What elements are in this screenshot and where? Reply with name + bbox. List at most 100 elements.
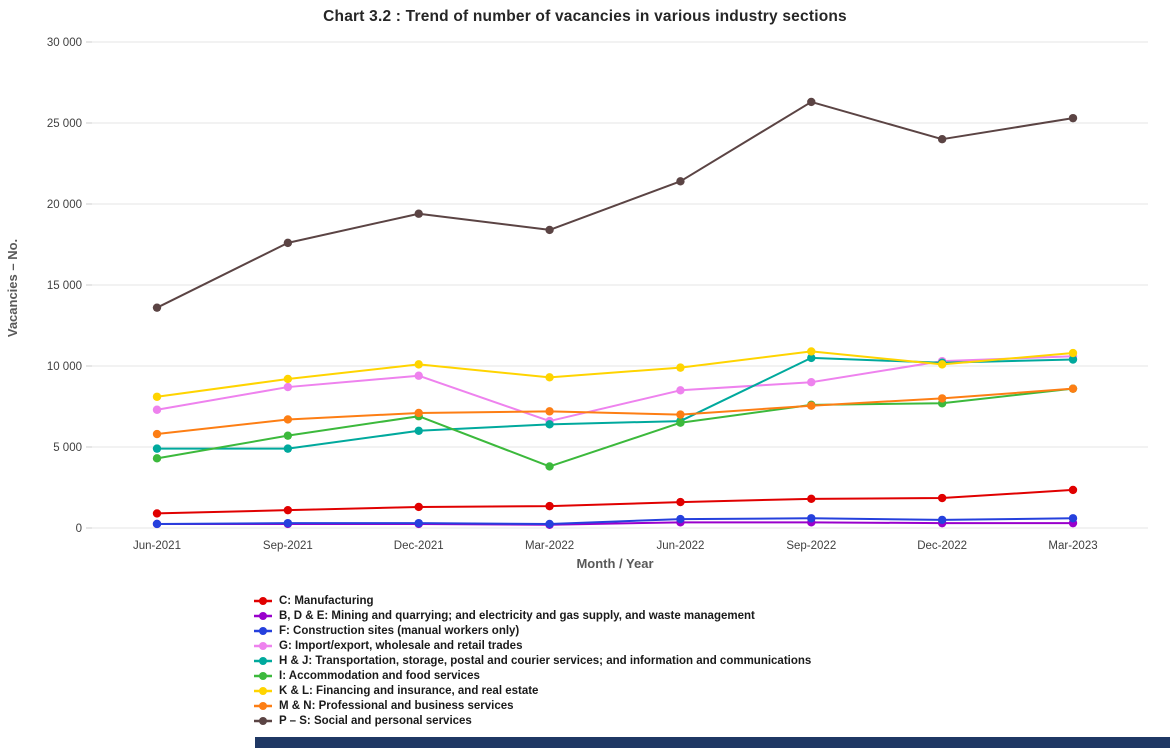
legend-item: C: Manufacturing <box>253 593 811 608</box>
data-point <box>283 505 293 515</box>
legend-marker-icon <box>254 611 272 620</box>
legend-item: I: Accommodation and food services <box>253 668 811 683</box>
data-point <box>283 382 293 392</box>
x-tick-label: Mar-2023 <box>1048 540 1097 552</box>
legend-label: K & L: Financing and insurance, and real… <box>279 684 539 697</box>
data-point <box>676 410 685 419</box>
x-tick-label: Sep-2021 <box>263 540 313 552</box>
legend-marker-icon <box>254 626 272 635</box>
series-line <box>156 100 1074 309</box>
chart-legend: C: Manufacturing B, D & E: Mining and qua… <box>253 593 811 728</box>
data-point <box>1068 485 1078 495</box>
legend-marker-icon <box>254 686 272 695</box>
data-point <box>545 407 554 416</box>
data-point <box>807 353 816 363</box>
data-point <box>676 177 685 186</box>
data-point <box>545 225 554 235</box>
legend-marker-icon <box>254 656 272 665</box>
data-point <box>414 426 423 435</box>
legend-label: G: Import/export, wholesale and retail t… <box>279 639 523 652</box>
x-tick-label: Dec-2022 <box>917 540 967 552</box>
x-tick-label: Mar-2022 <box>525 540 574 552</box>
data-point <box>152 405 162 414</box>
legend-item: M & N: Professional and business service… <box>253 698 811 713</box>
data-point <box>937 135 947 144</box>
data-point <box>414 518 423 528</box>
data-point <box>545 462 554 471</box>
legend-marker-icon <box>254 596 272 605</box>
y-tick-label: 15 000 <box>47 280 82 292</box>
legend-item: P – S: Social and personal services <box>253 713 811 728</box>
y-axis-title: Vacancies – No. <box>5 239 20 337</box>
data-point <box>1068 514 1078 523</box>
data-point <box>152 519 162 529</box>
data-point <box>1068 348 1078 358</box>
series-line <box>156 387 1074 436</box>
legend-item: H & J: Transportation, storage, postal a… <box>253 653 811 668</box>
y-tick-label: 20 000 <box>47 199 82 211</box>
legend-item: F: Construction sites (manual workers on… <box>253 623 811 638</box>
line-chart: 0 5 000 10 000 15 000 20 000 25 000 30 000 Jun-… <box>5 37 1148 571</box>
legend-item: K & L: Financing and insurance, and real… <box>253 683 811 698</box>
data-point <box>545 501 554 511</box>
data-point <box>414 408 423 418</box>
data-point <box>676 418 685 427</box>
legend-marker-icon <box>254 716 272 725</box>
data-point <box>807 494 816 504</box>
data-point <box>937 394 947 403</box>
data-point <box>676 497 685 507</box>
x-axis-title: Month / Year <box>576 556 653 571</box>
data-point <box>152 392 162 401</box>
legend-label: H & J: Transportation, storage, postal a… <box>279 654 812 667</box>
bottom-bar <box>255 737 1170 748</box>
y-tick-label: 0 <box>76 523 82 535</box>
data-point <box>1068 113 1078 123</box>
data-point <box>937 493 947 503</box>
data-point <box>283 374 293 384</box>
series-line <box>156 350 1074 398</box>
data-point <box>937 515 947 525</box>
legend-item: G: Import/export, wholesale and retail t… <box>253 638 811 653</box>
data-point <box>152 454 162 463</box>
series-line <box>156 355 1074 423</box>
y-tick-label: 30 000 <box>47 37 82 49</box>
legend-label: I: Accommodation and food services <box>279 669 480 682</box>
y-tick-label: 25 000 <box>47 118 82 130</box>
data-point <box>152 429 162 439</box>
data-point <box>283 238 293 248</box>
data-point <box>807 378 816 387</box>
legend-label: P – S: Social and personal services <box>279 714 472 727</box>
chart-title: Chart 3.2 : Trend of number of vacancies… <box>323 8 847 25</box>
data-point <box>283 444 293 453</box>
data-point <box>414 502 423 512</box>
data-point <box>1068 355 1078 364</box>
legend-label: M & N: Professional and business service… <box>279 699 514 712</box>
x-tick-label: Jun-2022 <box>656 540 704 552</box>
legend-label: C: Manufacturing <box>279 594 374 607</box>
data-point <box>283 518 293 528</box>
data-point <box>676 386 685 395</box>
data-point <box>152 509 162 518</box>
y-tick-label: 10 000 <box>47 361 82 373</box>
data-point <box>807 97 816 107</box>
data-point <box>414 209 423 218</box>
legend-marker-icon <box>254 641 272 650</box>
data-point <box>676 363 685 372</box>
data-point <box>152 303 162 312</box>
data-point <box>283 415 293 424</box>
data-point <box>414 360 423 369</box>
data-point <box>1068 384 1078 393</box>
data-point <box>807 401 816 410</box>
data-point <box>545 420 554 429</box>
legend-label: F: Construction sites (manual workers on… <box>279 624 520 637</box>
data-point <box>676 514 685 524</box>
series-line <box>156 387 1074 468</box>
x-tick-label: Dec-2021 <box>394 540 444 552</box>
data-point <box>414 371 423 380</box>
data-point <box>545 519 554 529</box>
x-tick-label: Jun-2021 <box>133 540 181 552</box>
series-line <box>156 488 1074 515</box>
data-point <box>283 431 293 440</box>
legend-item: B, D & E: Mining and quarrying; and elec… <box>253 608 811 623</box>
